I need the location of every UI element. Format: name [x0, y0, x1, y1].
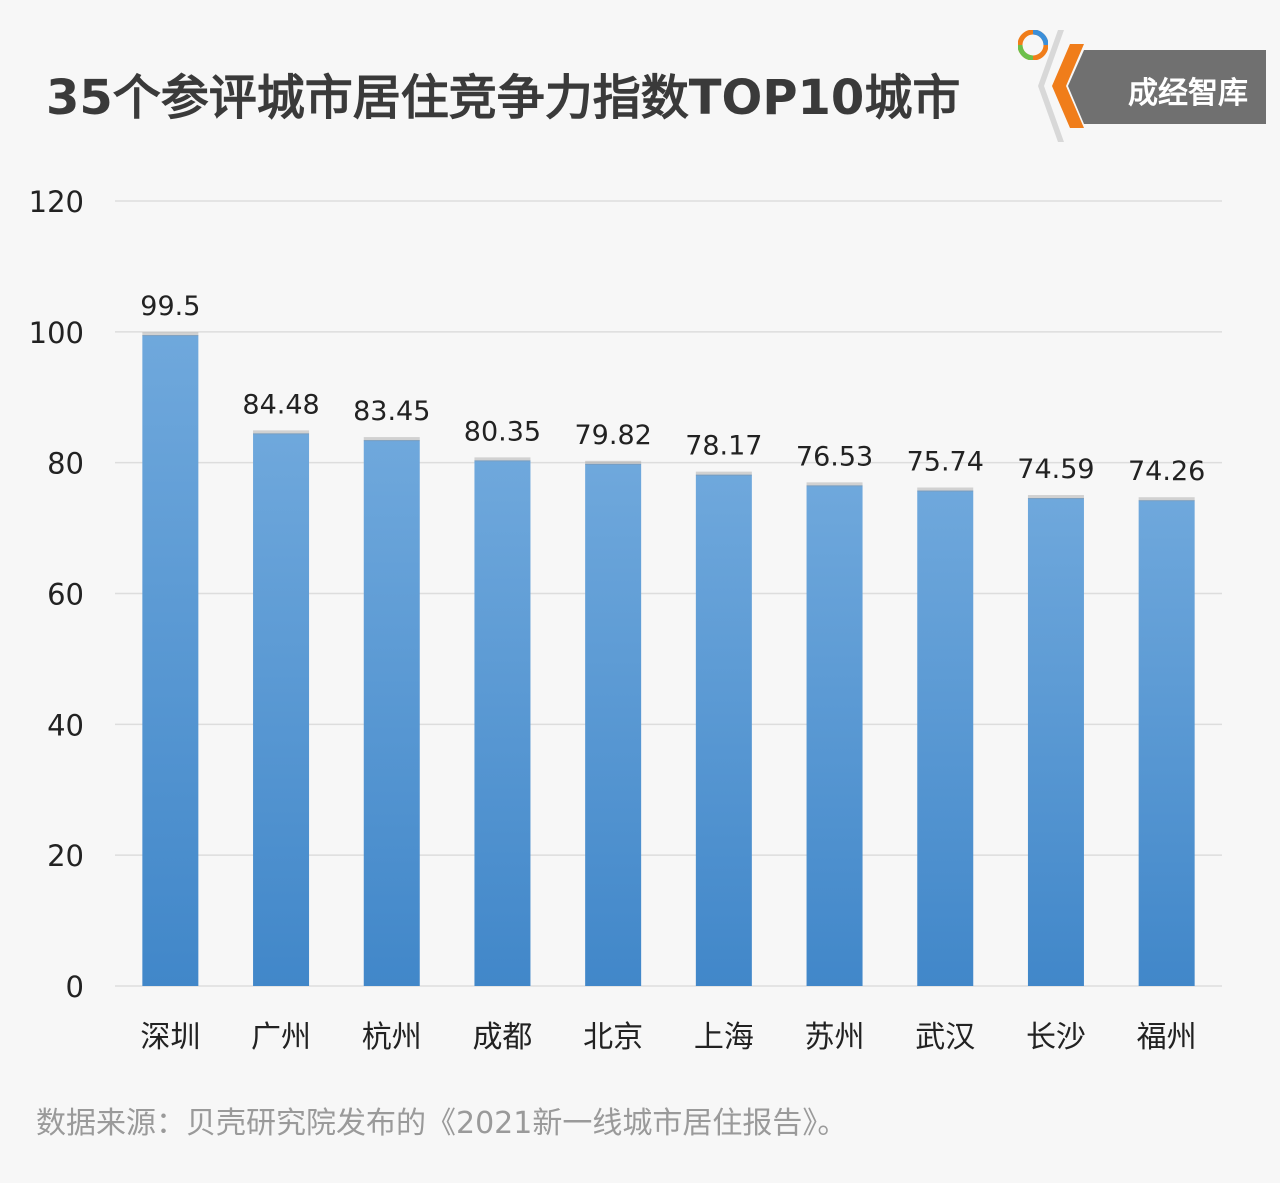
- bar-top-edge: [363, 437, 420, 442]
- x-tick-label: 北京: [583, 1020, 643, 1055]
- y-tick-label: 100: [29, 316, 84, 350]
- value-label: 99.5: [140, 291, 200, 322]
- value-label: 75.74: [907, 447, 984, 478]
- x-tick-label: 杭州: [362, 1020, 422, 1055]
- y-tick-label: 0: [66, 970, 84, 1004]
- value-label: 83.45: [353, 396, 430, 427]
- value-label: 84.48: [242, 389, 319, 420]
- bar-top-edge: [806, 482, 863, 487]
- bar-top-edge: [474, 457, 531, 462]
- x-tick-label: 成都: [472, 1020, 532, 1055]
- x-tick-label: 深圳: [140, 1020, 200, 1055]
- bar-top-edge: [917, 487, 974, 492]
- value-label: 78.17: [685, 431, 762, 462]
- logo-text: 成经智库: [1128, 76, 1248, 111]
- value-label: 80.35: [464, 416, 541, 447]
- chart-title: 35个参评城市居住竞争力指数TOP10城市: [46, 70, 961, 126]
- bar-深圳: [142, 335, 199, 987]
- x-tick-label: 上海: [694, 1020, 754, 1055]
- bar-杭州: [363, 440, 420, 987]
- x-tick-label: 福州: [1137, 1020, 1197, 1055]
- bar-武汉: [917, 490, 974, 986]
- y-tick-label: 80: [47, 447, 84, 481]
- x-tick-label: 广州: [251, 1020, 311, 1055]
- y-axis-ticks: 0 20 40 60 80 100 120: [29, 185, 84, 1004]
- data-source-note: 数据来源：贝壳研究院发布的《2021新一线城市居住报告》。: [36, 1106, 848, 1141]
- bar-top-edge: [585, 460, 642, 465]
- bar-top-edge: [253, 430, 310, 435]
- bar-北京: [585, 463, 642, 986]
- bar-top-edge: [1027, 495, 1084, 500]
- value-label: 74.26: [1128, 456, 1205, 487]
- x-tick-label: 长沙: [1026, 1020, 1086, 1055]
- bars: [142, 332, 1195, 987]
- bar-长沙: [1027, 498, 1084, 986]
- bar-top-edge: [142, 332, 199, 337]
- bar-top-edge: [1138, 497, 1195, 502]
- bar-福州: [1138, 500, 1195, 986]
- y-tick-label: 20: [47, 839, 84, 873]
- bar-上海: [695, 474, 752, 986]
- bar-广州: [253, 433, 310, 986]
- y-tick-label: 40: [47, 708, 84, 742]
- value-label: 79.82: [575, 420, 652, 451]
- value-labels: 99.5 84.48 83.45 80.35 79.82 78.17 76.53 75.74 7…: [140, 291, 1205, 487]
- value-label: 76.53: [796, 441, 873, 472]
- bar-top-edge: [695, 471, 752, 476]
- logo-badge-shape: [1038, 30, 1266, 142]
- x-tick-label: 武汉: [915, 1020, 975, 1055]
- x-tick-label: 苏州: [805, 1020, 865, 1055]
- logo-swirl-icon: [1018, 30, 1048, 60]
- bar-成都: [474, 460, 531, 986]
- value-label: 74.59: [1017, 454, 1094, 485]
- bar-苏州: [806, 485, 863, 986]
- y-tick-label: 60: [47, 578, 84, 612]
- y-tick-label: 120: [29, 185, 84, 219]
- x-axis-ticks: 深圳 广州 杭州 成都 北京 上海 苏州 武汉 长沙 福州: [140, 1020, 1196, 1055]
- brand-logo: 成经智库: [1018, 30, 1268, 142]
